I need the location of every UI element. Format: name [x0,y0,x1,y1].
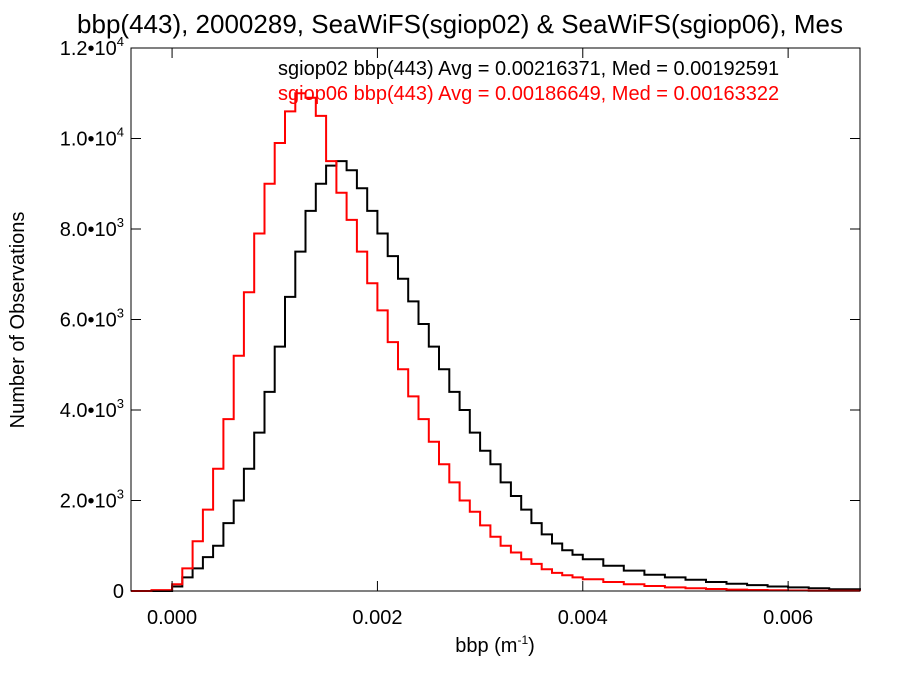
x-axis-label-exponent: -1 [517,633,528,647]
series-2-line [131,92,861,592]
y-tick-label: 8.0•103 [60,215,124,241]
y-axis-label: Number of Observations [7,212,29,429]
x-tick-label: 0.000 [147,607,197,629]
y-tick-label: 0 [113,581,124,603]
y-tick-label: 1.2•104 [60,34,124,60]
chart-title: bbp(443), 2000289, SeaWiFS(sgiop02) & Se… [77,9,843,39]
series-1-line [131,160,861,592]
y-tick-mantissa: 8.0•10 [60,219,117,241]
y-tick-label: 2.0•103 [60,487,124,513]
y-tick-mantissa: 1.2•10 [60,38,117,60]
x-tick-label: 0.004 [558,607,608,629]
y-tick-exponent: 3 [117,306,124,321]
y-tick-exponent: 3 [117,396,124,411]
plot-frame [130,47,861,592]
x-axis-label-main: bbp (m [455,635,517,657]
y-tick-exponent: 3 [117,487,124,502]
y-tick-exponent: 4 [117,34,124,49]
y-tick-mantissa: 4.0•10 [60,400,117,422]
plot-area [130,47,861,592]
x-tick-label: 0.006 [763,607,813,629]
y-tick-mantissa: 0 [113,581,124,603]
y-tick-exponent: 4 [117,125,124,140]
y-axis-ticks: 02.0•1034.0•1036.0•1038.0•1031.0•1041.2•… [60,34,860,603]
x-axis-ticks: 0.000 0.002 0.004 0.006 [147,48,813,629]
y-tick-mantissa: 6.0•10 [60,310,117,332]
y-tick-label: 4.0•103 [60,396,124,422]
stats-annotation-2: sgiop06 bbp(443) Avg = 0.00186649, Med =… [278,83,779,105]
y-tick-label: 1.0•104 [60,125,124,151]
y-tick-label: 6.0•103 [60,306,124,332]
x-axis-label-close: ) [528,635,535,657]
x-tick-label: 0.002 [352,607,402,629]
stats-annotation-1: sgiop02 bbp(443) Avg = 0.00216371, Med =… [278,58,779,80]
x-axis-label: bbp (m-1) [455,633,535,657]
annotations: sgiop02 bbp(443) Avg = 0.00216371, Med =… [278,58,779,105]
y-tick-mantissa: 2.0•10 [60,491,117,513]
y-tick-exponent: 3 [117,215,124,230]
y-tick-mantissa: 1.0•10 [60,129,117,151]
